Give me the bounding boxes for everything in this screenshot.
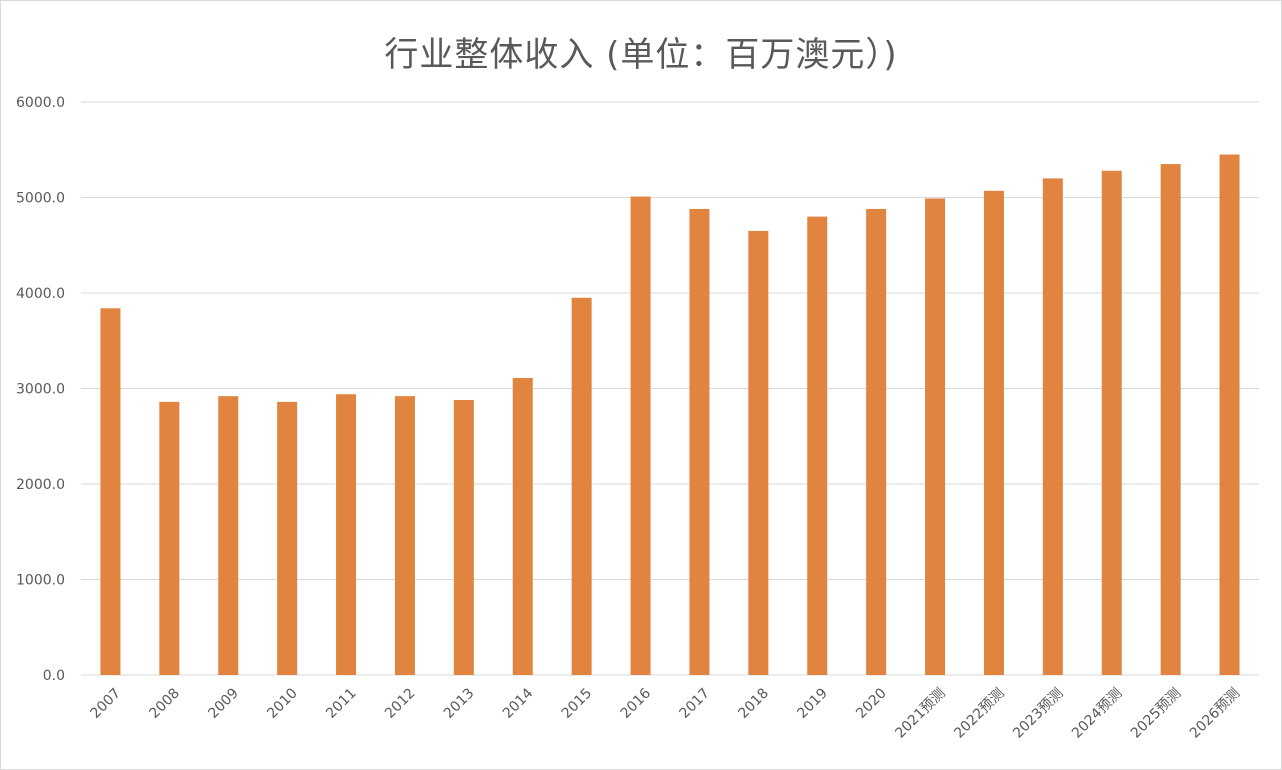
bar-2024预测 [1101, 170, 1122, 675]
bar-2023预测 [1042, 178, 1063, 675]
x-tick-label: 2008 [146, 685, 183, 722]
bar-2017 [689, 208, 710, 675]
x-tick-label: 2015 [559, 685, 596, 722]
bar-2016 [630, 196, 651, 676]
y-tick-label: 5000.0 [16, 191, 65, 207]
bar-2010 [277, 401, 298, 675]
y-tick-label: 3000.0 [16, 382, 65, 398]
x-tick-label: 2009 [205, 685, 242, 722]
bar-2009 [218, 396, 239, 675]
bar-2022预测 [983, 190, 1004, 675]
x-tick-label: 2017 [677, 685, 714, 722]
bar-2019 [807, 216, 828, 675]
y-tick-label: 6000.0 [16, 95, 65, 111]
x-tick-label: 2012 [382, 685, 419, 722]
x-tick-label: 2016 [618, 685, 655, 722]
bar-2021预测 [925, 198, 946, 675]
gridlines [81, 101, 1259, 676]
bar-2025预测 [1160, 164, 1181, 675]
y-axis-tick-labels: 0.0 1000.0 2000.0 3000.0 4000.0 5000.0 6000.0 [16, 95, 65, 684]
x-tick-label: 2011 [323, 685, 360, 722]
bar-2008 [159, 401, 180, 675]
bar-2020 [866, 208, 887, 675]
chart-title: 行业整体收入 (单位：百万澳元）) [384, 35, 898, 75]
y-tick-label: 1000.0 [16, 573, 65, 589]
x-tick-label: 2020 [853, 685, 890, 722]
bar-2013 [453, 399, 474, 675]
x-tick-label: 2025预测 [1128, 685, 1184, 741]
x-tick-label: 2014 [500, 685, 537, 722]
bars [100, 154, 1240, 676]
x-tick-label: 2010 [264, 685, 301, 722]
bar-2026预测 [1219, 154, 1240, 675]
x-tick-label: 2018 [735, 685, 772, 722]
y-tick-label: 2000.0 [16, 477, 65, 493]
x-tick-label: 2019 [794, 685, 831, 722]
x-tick-label: 2007 [88, 685, 125, 722]
x-tick-label: 2013 [441, 685, 478, 722]
bar-2011 [336, 394, 357, 675]
bar-2007 [100, 308, 121, 675]
x-tick-label: 2024预测 [1069, 685, 1125, 741]
bar-2015 [571, 297, 592, 675]
x-tick-label: 2026预测 [1187, 685, 1243, 741]
x-tick-label: 2021预测 [892, 685, 948, 741]
bar-2012 [394, 396, 415, 675]
bar-2014 [512, 377, 533, 675]
x-tick-label: 2022预测 [951, 685, 1007, 741]
y-tick-label: 4000.0 [16, 286, 65, 302]
y-tick-label: 0.0 [43, 668, 65, 684]
x-axis-tick-labels: 2007 2008 2009 2010 2011 2012 2013 2014 2015 2016… [88, 685, 1244, 741]
bar-2018 [748, 230, 769, 676]
x-tick-label: 2023预测 [1010, 685, 1066, 741]
